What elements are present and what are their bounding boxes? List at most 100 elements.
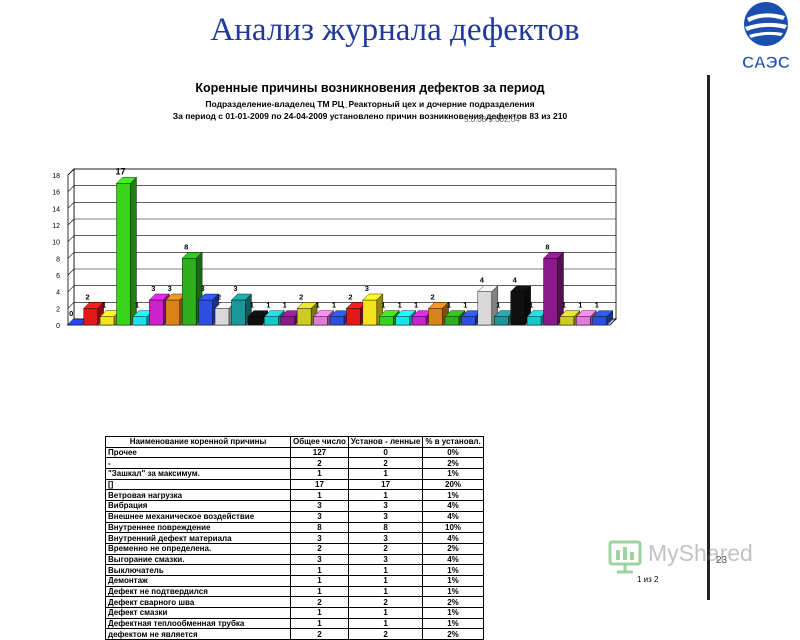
data-label: 1 xyxy=(463,301,467,310)
table-row: "Зашкал" за максимум. 1 1 1% xyxy=(105,468,484,480)
data-label: 1 xyxy=(496,301,500,310)
cell-percent: 1% xyxy=(422,617,484,630)
data-label: 1 xyxy=(447,301,451,310)
cell-established-count: 1 xyxy=(347,574,424,587)
cell-total-count: 1 xyxy=(290,468,349,480)
table-row: Прочее 127 0 0% xyxy=(105,446,484,459)
cell-total-count: 17 xyxy=(290,478,349,491)
cell-total-count: 3 xyxy=(290,553,349,566)
bar-front xyxy=(477,291,493,326)
data-label: 1 xyxy=(381,301,385,310)
bar-front xyxy=(428,308,443,326)
table-row: Демонтаж 1 1 1% xyxy=(105,574,484,587)
table-body: Прочее 127 0 0% -2 2 2% "Зашкал" за максимум. 1 1… xyxy=(105,446,484,640)
cell-established-count: 3 xyxy=(347,510,424,523)
y-tick-label: 16 xyxy=(52,190,60,197)
bar-front xyxy=(247,316,263,326)
col-header-total: Общее число xyxy=(290,436,349,448)
bar-front xyxy=(411,316,427,326)
data-label: 8 xyxy=(184,242,188,251)
cell-total-count: 1 xyxy=(290,585,349,598)
data-label: 1 xyxy=(102,301,106,310)
cell-established-count: 2 xyxy=(347,596,424,608)
cell-cause-name: Выключатель xyxy=(105,564,291,576)
bar-front xyxy=(116,183,131,326)
cell-cause-name: Дефект сварного шва xyxy=(105,596,291,608)
cell-cause-name: "Зашкал" за максимум. xyxy=(105,468,291,480)
cell-percent: 20% xyxy=(422,478,484,491)
cell-established-count: 17 xyxy=(347,478,424,491)
data-label: 2 xyxy=(299,292,303,301)
root-causes-table: Наименование коренной причины Общее числ… xyxy=(105,436,484,640)
data-label: 2 xyxy=(348,292,352,301)
data-label: 0 xyxy=(69,309,73,318)
data-label: 1 xyxy=(578,301,582,310)
cell-percent: 1% xyxy=(422,489,484,502)
saes-logo: САЭС xyxy=(742,2,790,72)
table-row: -2 2 2% xyxy=(105,457,484,470)
cell-total-count: 2 xyxy=(290,628,349,640)
y-tick-label: 6 xyxy=(56,273,60,280)
bar-front xyxy=(198,299,213,326)
bar-front xyxy=(132,316,148,326)
overlapping-text: 5.0.08 9.002,04 xyxy=(464,115,520,124)
bar-front xyxy=(346,308,361,326)
table-header-row: Наименование коренной причины Общее числ… xyxy=(105,436,484,448)
data-label: 1 xyxy=(398,301,402,310)
bar-front xyxy=(231,299,246,326)
y-tick-label: 18 xyxy=(52,173,60,180)
cell-cause-name: Дефект смазки xyxy=(105,607,291,619)
cell-cause-name: Демонтаж xyxy=(105,574,291,587)
cell-cause-name: Выгорание смазки. xyxy=(105,553,291,566)
bar-front xyxy=(83,308,98,326)
cell-cause-name: Прочее xyxy=(105,446,291,459)
cell-cause-name: Внутреннее повреждение xyxy=(105,521,291,534)
data-label: 1 xyxy=(266,301,270,310)
cell-cause-name: - xyxy=(105,457,291,470)
y-tick-label: 8 xyxy=(56,256,60,263)
bar-front xyxy=(379,316,394,326)
bar-front xyxy=(592,316,607,326)
data-labels: 0 2 1 17 1 3 3 8 3 2 3 1 1 1 2 1 1 2 3 1 1 1 2 1 1 4 1 4 1 8 1 1 1 xyxy=(69,166,599,318)
table-row: Ветровая нагрузка 1 1 1% xyxy=(105,489,484,502)
gridline-diag xyxy=(67,202,75,209)
bar-front xyxy=(165,299,180,326)
data-label: 3 xyxy=(201,284,205,293)
gridline-diag xyxy=(67,168,75,176)
data-label: 1 xyxy=(315,301,319,310)
report-subtitle-department: Подразделение-владелец ТМ РЦ_Реакторный … xyxy=(205,99,535,109)
cell-cause-name: [] xyxy=(105,478,291,491)
bar-front xyxy=(395,316,410,326)
cell-established-count: 2 xyxy=(347,542,424,555)
cell-total-count: 1 xyxy=(290,574,349,587)
bars xyxy=(66,176,614,326)
bar-front xyxy=(444,316,460,326)
bar-front xyxy=(214,308,230,326)
cell-total-count: 3 xyxy=(290,510,349,523)
data-label: 1 xyxy=(595,301,599,310)
bar-31 xyxy=(575,310,597,326)
cell-total-count: 2 xyxy=(290,596,349,608)
cell-total-count: 3 xyxy=(290,532,349,544)
y-tick-label: 2 xyxy=(56,306,60,313)
table-row: Внутреннее повреждение 8 8 10% xyxy=(105,521,484,534)
cell-established-count: 8 xyxy=(347,521,424,534)
data-label: 4 xyxy=(513,276,518,285)
cell-total-count: 2 xyxy=(290,542,349,555)
data-label: 8 xyxy=(545,242,549,251)
table-row: Дефект сварного шва 2 2 2% xyxy=(105,596,484,608)
cell-percent: 1% xyxy=(422,574,484,587)
table-row: [] 17 17 20% xyxy=(105,478,484,491)
data-label: 1 xyxy=(283,301,287,310)
bar-front xyxy=(280,316,295,326)
table-row: Дефект смазки 1 1 1% xyxy=(105,607,484,619)
data-label: 2 xyxy=(217,292,221,301)
data-label: 3 xyxy=(168,284,172,293)
bar-front xyxy=(264,316,279,326)
report-title: Коренные причины возникновения дефектов … xyxy=(195,81,545,95)
cell-percent: 4% xyxy=(422,553,484,566)
bar-7 xyxy=(181,251,203,326)
chart-side-wall xyxy=(67,168,75,326)
watermark-text: MyShared xyxy=(648,540,753,566)
